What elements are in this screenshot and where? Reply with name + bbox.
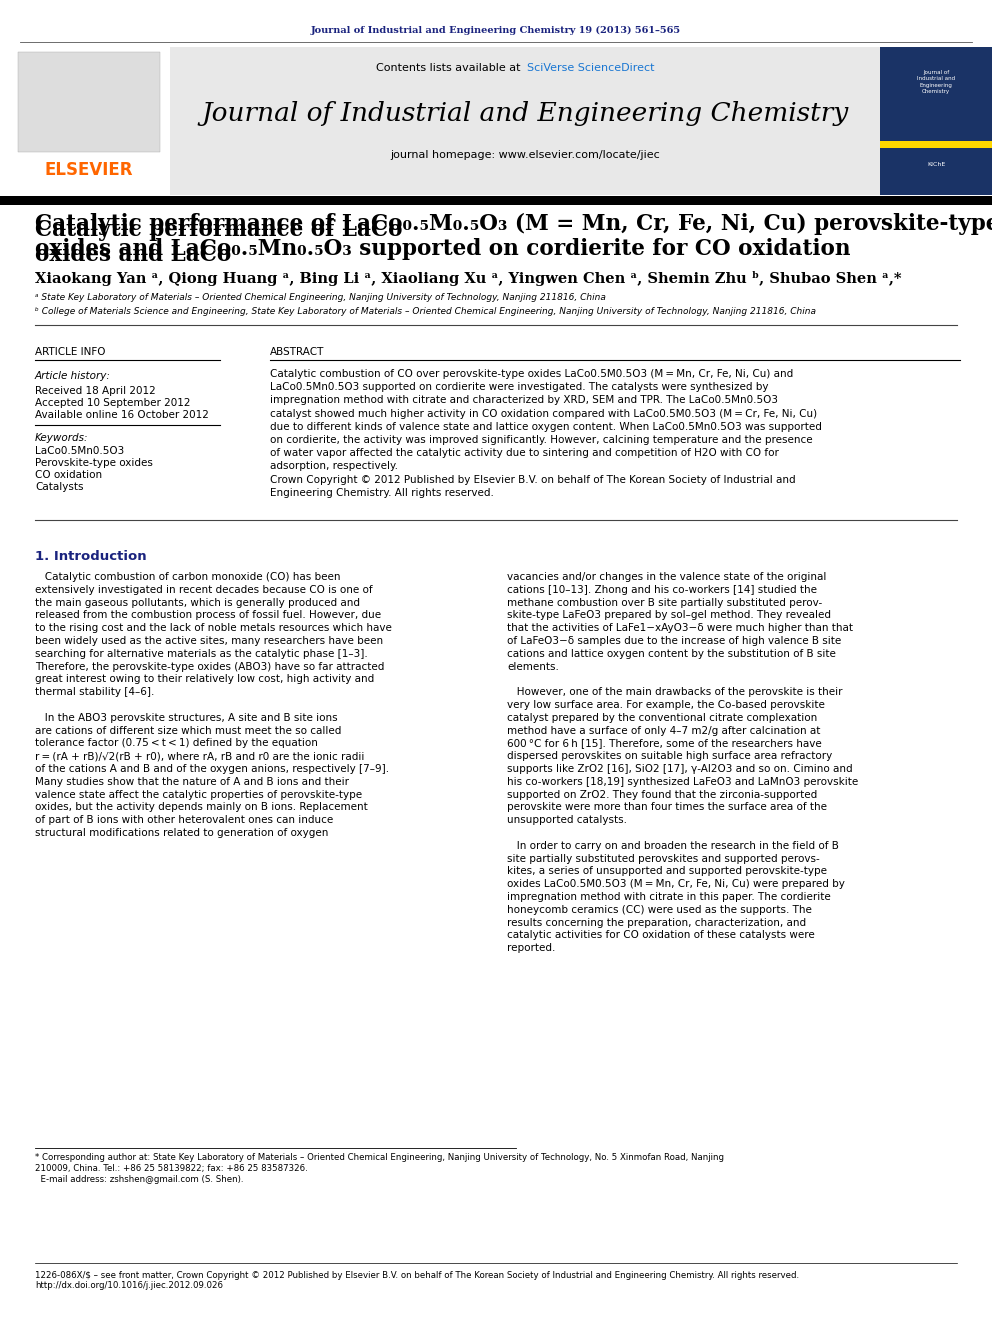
Text: Article history:: Article history: [35,370,111,381]
Text: the main gaseous pollutants, which is generally produced and: the main gaseous pollutants, which is ge… [35,598,360,607]
Text: cations and lattice oxygen content by the substitution of B site: cations and lattice oxygen content by th… [507,648,836,659]
Text: Catalytic combustion of carbon monoxide (CO) has been: Catalytic combustion of carbon monoxide … [35,572,340,582]
Text: ᵃ State Key Laboratory of Materials – Oriented Chemical Engineering, Nanjing Uni: ᵃ State Key Laboratory of Materials – Or… [35,294,606,303]
Text: LaCo0.5Mn0.5O3: LaCo0.5Mn0.5O3 [35,446,124,456]
Text: honeycomb ceramics (CC) were used as the supports. The: honeycomb ceramics (CC) were used as the… [507,905,811,914]
Text: catalyst prepared by the conventional citrate complexation: catalyst prepared by the conventional ci… [507,713,817,722]
Text: Journal of
Industrial and
Engineering
Chemistry: Journal of Industrial and Engineering Ch… [917,70,955,94]
Text: supported on ZrO2. They found that the zirconia-supported: supported on ZrO2. They found that the z… [507,790,817,799]
Text: Catalytic performance of LaCo₀.₅M₀.₅O₃ (M = Mn, Cr, Fe, Ni, Cu) perovskite-type: Catalytic performance of LaCo₀.₅M₀.₅O₃ (… [35,213,992,235]
Text: of the cations A and B and of the oxygen anions, respectively [7–9].: of the cations A and B and of the oxygen… [35,763,389,774]
Text: 1. Introduction: 1. Introduction [35,549,147,562]
Text: his co-workers [18,19] synthesized LaFeO3 and LaMnO3 perovskite: his co-workers [18,19] synthesized LaFeO… [507,777,858,787]
Text: KIChE: KIChE [927,163,945,168]
Text: thermal stability [4–6].: thermal stability [4–6]. [35,687,155,697]
Text: on cordierite, the activity was improved significantly. However, calcining tempe: on cordierite, the activity was improved… [270,435,812,445]
Text: very low surface area. For example, the Co-based perovskite: very low surface area. For example, the … [507,700,825,710]
Text: Accepted 10 September 2012: Accepted 10 September 2012 [35,398,190,407]
Text: been widely used as the active sites, many researchers have been: been widely used as the active sites, ma… [35,636,383,646]
Text: tolerance factor (0.75 < t < 1) defined by the equation: tolerance factor (0.75 < t < 1) defined … [35,738,317,749]
Text: CO oxidation: CO oxidation [35,470,102,480]
Text: ABSTRACT: ABSTRACT [270,347,324,357]
Text: Therefore, the perovskite-type oxides (ABO3) have so far attracted: Therefore, the perovskite-type oxides (A… [35,662,384,672]
Text: However, one of the main drawbacks of the perovskite is their: However, one of the main drawbacks of th… [507,687,842,697]
Text: catalyst showed much higher activity in CO oxidation compared with LaCo0.5M0.5O3: catalyst showed much higher activity in … [270,409,817,418]
Text: oxides and LaCo: oxides and LaCo [35,243,231,266]
Text: of LaFeO3−δ samples due to the increase of high valence B site: of LaFeO3−δ samples due to the increase … [507,636,841,646]
Text: released from the combustion process of fossil fuel. However, due: released from the combustion process of … [35,610,381,620]
Text: methane combustion over B site partially substituted perov-: methane combustion over B site partially… [507,598,822,607]
Text: In order to carry on and broaden the research in the field of B: In order to carry on and broaden the res… [507,841,839,851]
Text: of part of B ions with other heterovalent ones can induce: of part of B ions with other heterovalen… [35,815,333,826]
Text: results concerning the preparation, characterization, and: results concerning the preparation, char… [507,918,806,927]
Text: of water vapor affected the catalytic activity due to sintering and competition : of water vapor affected the catalytic ac… [270,448,779,458]
Text: LaCo0.5Mn0.5O3 supported on cordierite were investigated. The catalysts were syn: LaCo0.5Mn0.5O3 supported on cordierite w… [270,382,769,392]
Bar [170,48,880,194]
Text: perovskite were more than four times the surface area of the: perovskite were more than four times the… [507,803,827,812]
Text: 1226-086X/$ – see front matter, Crown Copyright © 2012 Published by Elsevier B.V: 1226-086X/$ – see front matter, Crown Co… [35,1270,800,1279]
Bar [0,48,170,194]
Text: Catalytic combustion of CO over perovskite-type oxides LaCo0.5M0.5O3 (M = Mn, Cr: Catalytic combustion of CO over perovski… [270,369,794,378]
Text: cations [10–13]. Zhong and his co-workers [14] studied the: cations [10–13]. Zhong and his co-worker… [507,585,817,595]
Text: Catalytic performance of LaCo: Catalytic performance of LaCo [35,220,403,241]
Text: reported.: reported. [507,943,556,953]
Bar [880,48,992,194]
Bar [0,196,992,205]
Bar [18,52,160,152]
Text: r = (rA + rB)/√2(rB + r0), where rA, rB and r0 are the ionic radii: r = (rA + rB)/√2(rB + r0), where rA, rB … [35,751,364,761]
Text: great interest owing to their relatively low cost, high activity and: great interest owing to their relatively… [35,675,374,684]
Text: Available online 16 October 2012: Available online 16 October 2012 [35,410,209,419]
Text: oxides, but the activity depends mainly on B ions. Replacement: oxides, but the activity depends mainly … [35,803,368,812]
Text: 210009, China. Tel.: +86 25 58139822; fax: +86 25 83587326.: 210009, China. Tel.: +86 25 58139822; fa… [35,1164,308,1174]
Text: In the ABO3 perovskite structures, A site and B site ions: In the ABO3 perovskite structures, A sit… [35,713,337,722]
Text: Perovskite-type oxides: Perovskite-type oxides [35,458,153,468]
Text: Many studies show that the nature of A and B ions and their: Many studies show that the nature of A a… [35,777,349,787]
Text: elements.: elements. [507,662,558,672]
Text: are cations of different size which must meet the so called: are cations of different size which must… [35,725,341,736]
Text: http://dx.doi.org/10.1016/j.jiec.2012.09.026: http://dx.doi.org/10.1016/j.jiec.2012.09… [35,1282,223,1290]
Text: ELSEVIER: ELSEVIER [45,161,133,179]
Text: unsupported catalysts.: unsupported catalysts. [507,815,627,826]
Text: E-mail address: zshshen@gmail.com (S. Shen).: E-mail address: zshshen@gmail.com (S. Sh… [35,1176,243,1184]
Text: supports like ZrO2 [16], SiO2 [17], γ-Al2O3 and so on. Cimino and: supports like ZrO2 [16], SiO2 [17], γ-Al… [507,763,853,774]
Text: that the activities of LaFe1−xAyO3−δ were much higher than that: that the activities of LaFe1−xAyO3−δ wer… [507,623,853,634]
Text: adsorption, respectively.: adsorption, respectively. [270,462,398,471]
Text: structural modifications related to generation of oxygen: structural modifications related to gene… [35,828,328,837]
Text: catalytic activities for CO oxidation of these catalysts were: catalytic activities for CO oxidation of… [507,930,814,941]
Text: impregnation method with citrate and characterized by XRD, SEM and TPR. The LaCo: impregnation method with citrate and cha… [270,396,778,405]
Text: Keywords:: Keywords: [35,433,88,443]
Text: due to different kinds of valence state and lattice oxygen content. When LaCo0.5: due to different kinds of valence state … [270,422,822,431]
Text: journal homepage: www.elsevier.com/locate/jiec: journal homepage: www.elsevier.com/locat… [390,149,660,160]
Text: * Corresponding author at: State Key Laboratory of Materials – Oriented Chemical: * Corresponding author at: State Key Lab… [35,1154,724,1163]
Text: ARTICLE INFO: ARTICLE INFO [35,347,105,357]
Text: vacancies and/or changes in the valence state of the original: vacancies and/or changes in the valence … [507,572,826,582]
Text: skite-type LaFeO3 prepared by sol–gel method. They revealed: skite-type LaFeO3 prepared by sol–gel me… [507,610,831,620]
Text: method have a surface of only 4–7 m2/g after calcination at: method have a surface of only 4–7 m2/g a… [507,725,820,736]
Text: extensively investigated in recent decades because CO is one of: extensively investigated in recent decad… [35,585,373,595]
Text: oxides LaCo0.5M0.5O3 (M = Mn, Cr, Fe, Ni, Cu) were prepared by: oxides LaCo0.5M0.5O3 (M = Mn, Cr, Fe, Ni… [507,880,845,889]
Text: kites, a series of unsupported and supported perovskite-type: kites, a series of unsupported and suppo… [507,867,827,876]
Bar [880,142,992,148]
Text: dispersed perovskites on suitable high surface area refractory: dispersed perovskites on suitable high s… [507,751,832,761]
Text: to the rising cost and the lack of noble metals resources which have: to the rising cost and the lack of noble… [35,623,392,634]
Text: site partially substituted perovskites and supported perovs-: site partially substituted perovskites a… [507,853,819,864]
Text: Catalysts: Catalysts [35,482,83,492]
Text: Engineering Chemistry. All rights reserved.: Engineering Chemistry. All rights reserv… [270,488,494,497]
Text: Journal of Industrial and Engineering Chemistry: Journal of Industrial and Engineering Ch… [201,101,848,126]
Text: Received 18 April 2012: Received 18 April 2012 [35,386,156,396]
Text: Xiaokang Yan ᵃ, Qiong Huang ᵃ, Bing Li ᵃ, Xiaoliang Xu ᵃ, Yingwen Chen ᵃ, Shemin: Xiaokang Yan ᵃ, Qiong Huang ᵃ, Bing Li ᵃ… [35,270,902,286]
Text: SciVerse ScienceDirect: SciVerse ScienceDirect [527,64,655,73]
Text: impregnation method with citrate in this paper. The cordierite: impregnation method with citrate in this… [507,892,830,902]
Text: Journal of Industrial and Engineering Chemistry 19 (2013) 561–565: Journal of Industrial and Engineering Ch… [310,25,682,34]
Text: Crown Copyright © 2012 Published by Elsevier B.V. on behalf of The Korean Societ: Crown Copyright © 2012 Published by Else… [270,475,796,484]
Text: searching for alternative materials as the catalytic phase [1–3].: searching for alternative materials as t… [35,648,368,659]
Text: oxides and LaCo₀.₅Mn₀.₅O₃ supported on cordierite for CO oxidation: oxides and LaCo₀.₅Mn₀.₅O₃ supported on c… [35,238,850,261]
Text: valence state affect the catalytic properties of perovskite-type: valence state affect the catalytic prope… [35,790,362,799]
Text: 600 °C for 6 h [15]. Therefore, some of the researchers have: 600 °C for 6 h [15]. Therefore, some of … [507,738,821,749]
Text: Contents lists available at: Contents lists available at [376,64,524,73]
Text: ᵇ College of Materials Science and Engineering, State Key Laboratory of Material: ᵇ College of Materials Science and Engin… [35,307,816,315]
